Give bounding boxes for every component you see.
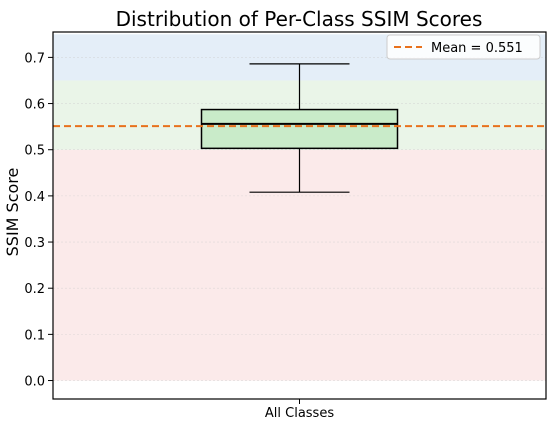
iqr-box [200,108,399,150]
y-tick-label: 0.4 [24,190,45,205]
y-tick-label: 0.0 [24,375,45,390]
x-axis-ticks: All Classes [265,399,334,421]
y-tick-label: 0.3 [24,236,45,251]
chart-title: Distribution of Per-Class SSIM Scores [116,7,483,31]
y-tick-label: 0.6 [24,98,45,113]
legend-box [386,34,541,60]
y-tick-label: 0.7 [24,51,45,66]
y-axis-ticks: 0.0 0.1 0.2 0.3 0.4 0.5 0.6 0.7 [24,51,53,390]
y-tick-label: 0.2 [24,282,45,297]
box-plot [200,63,399,193]
legend-mean-label: Mean = 0.551 [431,41,523,56]
legend: Mean = 0.551 [386,34,541,60]
y-axis-label: SSIM Score [3,168,22,257]
y-tick-label: 0.1 [24,328,45,343]
x-tick-label: All Classes [265,406,334,421]
y-tick-label: 0.5 [24,144,45,159]
